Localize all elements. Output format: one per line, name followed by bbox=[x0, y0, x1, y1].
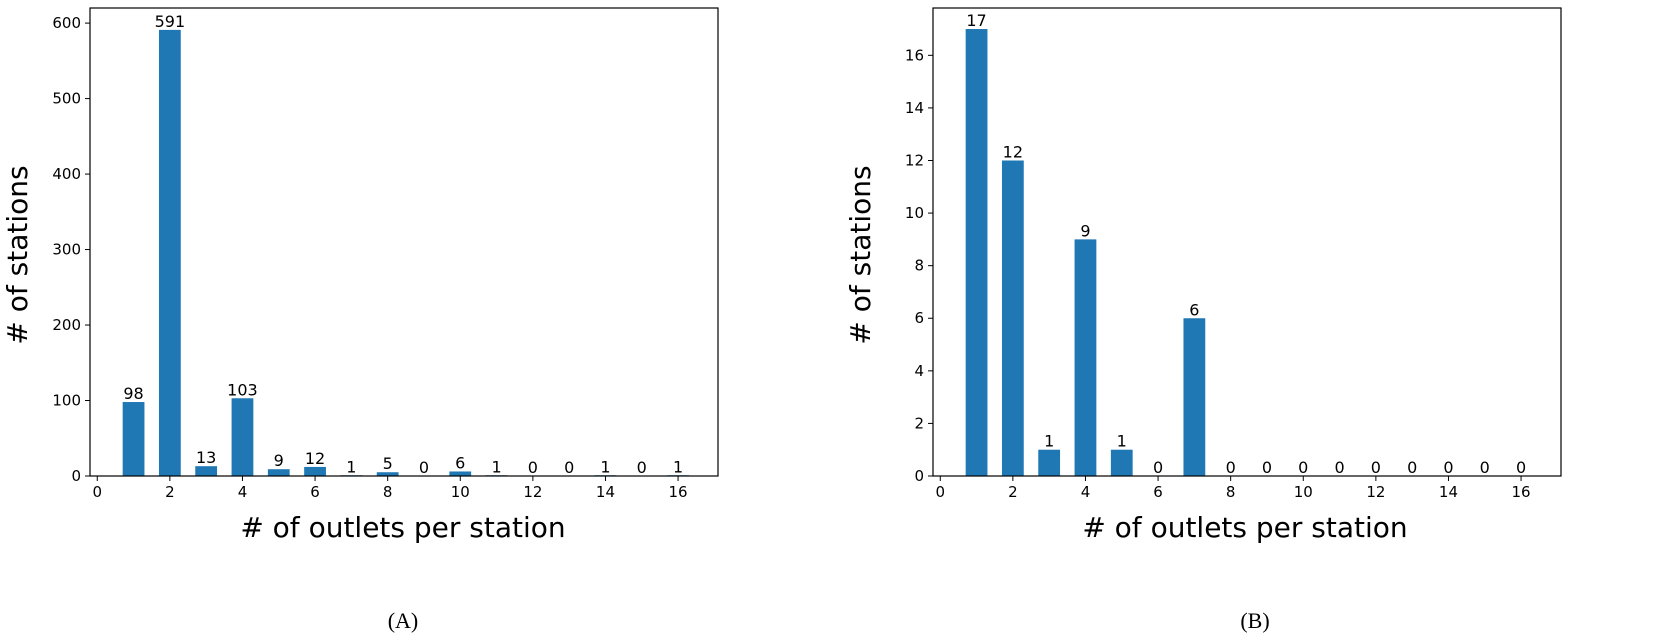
y-tick-label: 4 bbox=[914, 362, 924, 380]
y-tick-label: 16 bbox=[905, 46, 924, 64]
bar bbox=[267, 469, 290, 476]
y-tick-label: 12 bbox=[905, 151, 924, 169]
bar-value-label: 0 bbox=[1516, 458, 1526, 477]
bar-value-label: 0 bbox=[1298, 458, 1308, 477]
x-tick-label: 12 bbox=[523, 483, 542, 501]
bar bbox=[231, 398, 254, 476]
y-tick-label: 300 bbox=[52, 241, 81, 259]
bar-value-label: 0 bbox=[564, 458, 574, 477]
x-tick-label: 4 bbox=[238, 483, 248, 501]
bar-value-label: 12 bbox=[305, 449, 325, 468]
bar bbox=[1038, 449, 1061, 476]
y-axis-label: # of stations bbox=[1, 165, 34, 344]
bar-value-label: 0 bbox=[1371, 458, 1381, 477]
bar bbox=[449, 471, 472, 476]
bar bbox=[1074, 239, 1097, 476]
y-tick-label: 400 bbox=[52, 165, 81, 183]
x-tick-label: 2 bbox=[165, 483, 175, 501]
y-tick-label: 10 bbox=[905, 204, 924, 222]
bar-value-label: 1 bbox=[600, 457, 610, 476]
bar bbox=[1110, 449, 1133, 476]
panel-caption: (A) bbox=[388, 608, 419, 633]
x-tick-label: 12 bbox=[1366, 483, 1385, 501]
bar-value-label: 0 bbox=[1226, 458, 1236, 477]
x-tick-label: 6 bbox=[1153, 483, 1163, 501]
bar-value-label: 9 bbox=[274, 451, 284, 470]
x-tick-label: 4 bbox=[1081, 483, 1091, 501]
y-tick-label: 6 bbox=[914, 309, 924, 327]
bar bbox=[376, 472, 399, 476]
bar-value-label: 1 bbox=[1044, 432, 1054, 451]
chart-panel-a: # of stations # of outlets per station (… bbox=[1, 7, 719, 633]
bar bbox=[304, 466, 326, 476]
bar-value-label: 98 bbox=[123, 384, 143, 403]
y-tick-label: 200 bbox=[52, 316, 81, 334]
bar-value-label: 1 bbox=[673, 457, 683, 476]
bar-value-label: 0 bbox=[637, 458, 647, 477]
bar bbox=[965, 29, 988, 477]
bar bbox=[1183, 318, 1206, 476]
bar-value-label: 12 bbox=[1003, 142, 1023, 161]
y-tick-label: 100 bbox=[52, 392, 81, 410]
x-tick-label: 0 bbox=[92, 483, 102, 501]
bar-value-label: 6 bbox=[455, 453, 465, 472]
bar bbox=[122, 402, 145, 476]
bar-value-label: 5 bbox=[383, 454, 393, 473]
bar bbox=[1001, 160, 1024, 477]
bar-value-label: 0 bbox=[1262, 458, 1272, 477]
bar-value-label: 0 bbox=[419, 458, 429, 477]
x-tick-label: 16 bbox=[669, 483, 688, 501]
y-axis-label: # of stations bbox=[844, 165, 877, 344]
x-tick-label: 8 bbox=[1226, 483, 1236, 501]
bar-value-label: 6 bbox=[1189, 300, 1199, 319]
chart-panel-b: # of stations # of outlets per station (… bbox=[844, 7, 1562, 633]
x-tick-label: 10 bbox=[451, 483, 470, 501]
y-tick-label: 600 bbox=[52, 14, 81, 32]
x-tick-label: 0 bbox=[935, 483, 945, 501]
x-tick-label: 16 bbox=[1512, 483, 1531, 501]
bar-value-label: 0 bbox=[1480, 458, 1490, 477]
bar-value-label: 0 bbox=[528, 458, 538, 477]
x-axis-label: # of outlets per station bbox=[240, 511, 565, 544]
bar-value-label: 591 bbox=[155, 12, 186, 31]
bar-value-label: 1 bbox=[346, 457, 356, 476]
axes-frame bbox=[89, 7, 719, 477]
x-axis-label: # of outlets per station bbox=[1082, 511, 1407, 544]
panel-caption: (B) bbox=[1240, 608, 1269, 633]
y-tick-label: 0 bbox=[71, 467, 81, 485]
y-tick-label: 8 bbox=[914, 257, 924, 275]
x-tick-label: 14 bbox=[596, 483, 615, 501]
y-tick-label: 500 bbox=[52, 90, 81, 108]
axes-frame bbox=[932, 7, 1562, 477]
bar-value-label: 0 bbox=[1334, 458, 1344, 477]
bar-value-label: 0 bbox=[1443, 458, 1453, 477]
bar-value-label: 103 bbox=[227, 380, 258, 399]
y-tick-label: 2 bbox=[914, 414, 924, 432]
bar-value-label: 0 bbox=[1407, 458, 1417, 477]
bar bbox=[195, 466, 218, 476]
x-tick-label: 10 bbox=[1294, 483, 1313, 501]
bar-value-label: 0 bbox=[1153, 458, 1163, 477]
x-tick-label: 14 bbox=[1439, 483, 1458, 501]
x-tick-label: 8 bbox=[383, 483, 393, 501]
bar-value-label: 1 bbox=[1117, 432, 1127, 451]
bar-value-label: 1 bbox=[491, 457, 501, 476]
x-tick-label: 2 bbox=[1008, 483, 1018, 501]
bar-value-label: 9 bbox=[1080, 221, 1090, 240]
x-tick-label: 6 bbox=[310, 483, 320, 501]
bar-value-label: 13 bbox=[196, 448, 216, 467]
bar bbox=[158, 29, 181, 476]
y-tick-label: 0 bbox=[914, 467, 924, 485]
y-tick-label: 14 bbox=[905, 99, 924, 117]
bar-value-label: 17 bbox=[966, 11, 986, 30]
